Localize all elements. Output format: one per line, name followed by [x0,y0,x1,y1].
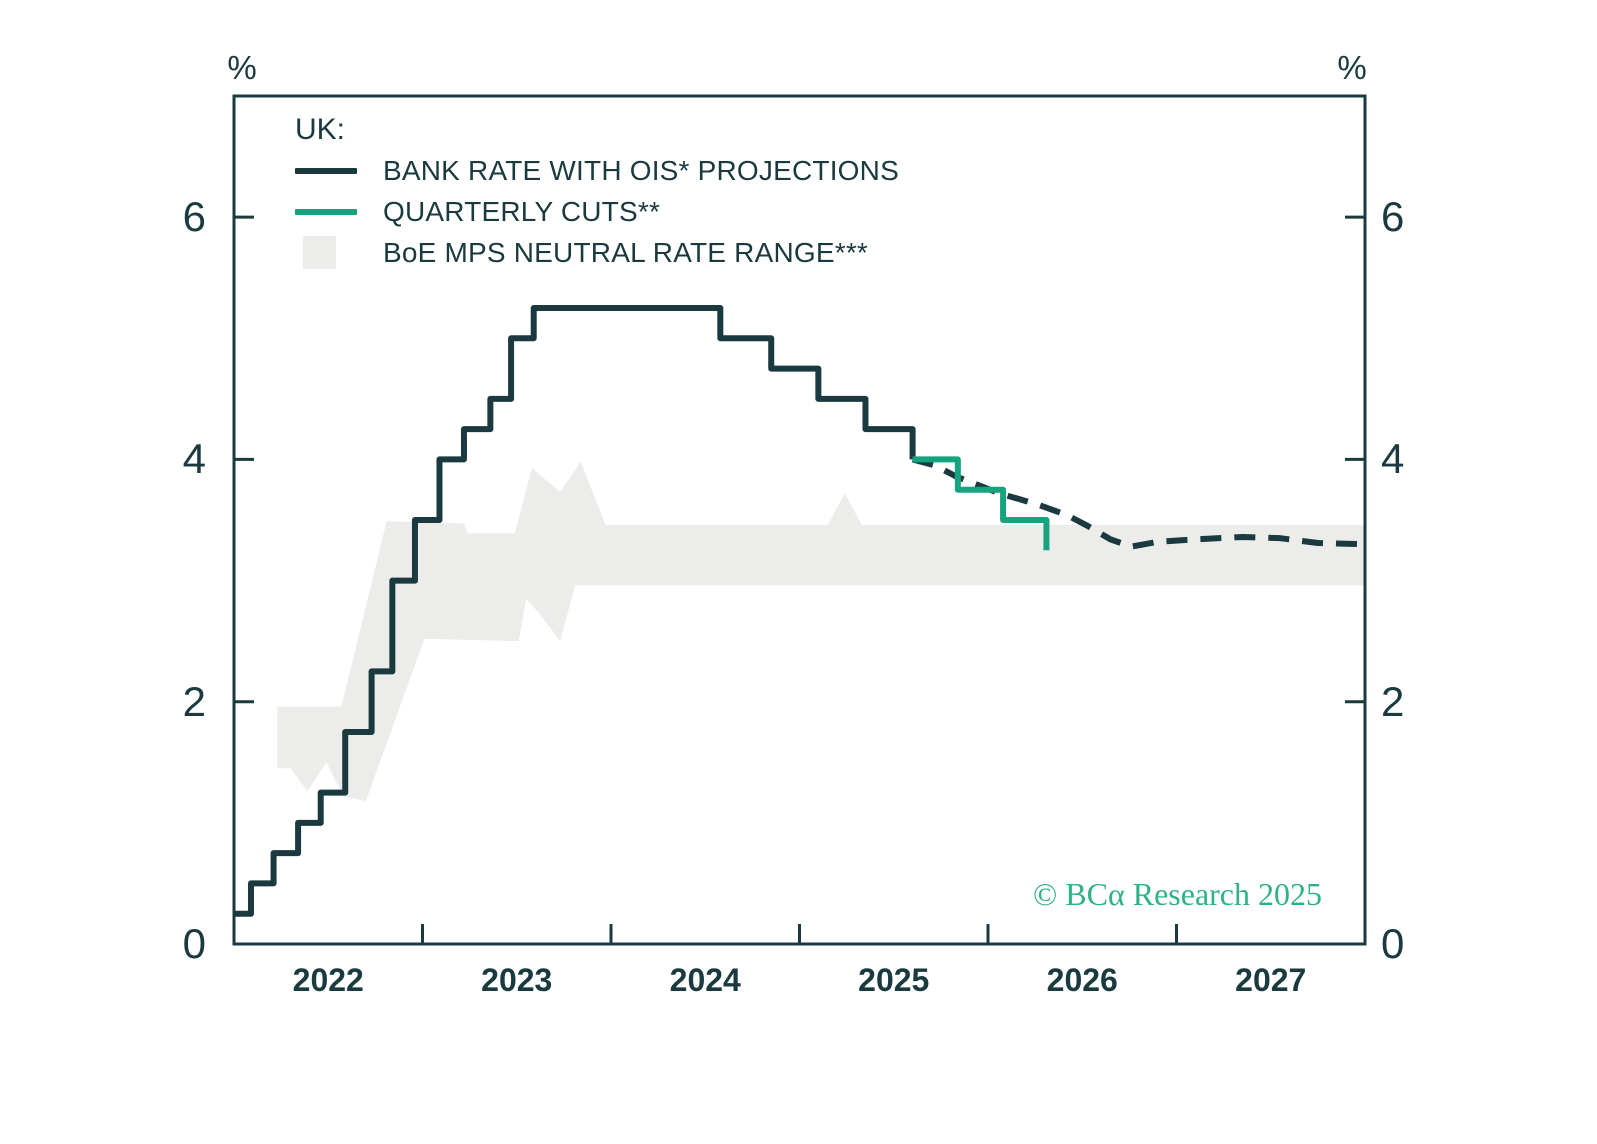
legend-title: UK: [295,113,346,146]
legend-item-label: QUARTERLY CUTS** [383,195,661,227]
brand-watermark: © BCα Research 2025 [1032,876,1322,912]
neutral-rate-band [277,461,1366,802]
legend-swatch-cell [295,236,383,269]
legend-line-swatch-icon [295,208,357,215]
y-tick-label: 0 [1381,920,1405,967]
y-tick-label: 6 [182,193,206,241]
y-axis-unit-left: % [227,49,257,86]
y-axis-labels-right: 0 2 4 6 [1381,0,1501,1144]
legend-item: BANK RATE WITH OIS* PROJECTIONS [295,150,899,191]
legend-swatch-cell [295,167,383,174]
legend-item: BoE MPS NEUTRAL RATE RANGE*** [295,232,899,273]
y-tick-label: 6 [1381,193,1405,241]
x-tick-label: 2022 [292,962,364,998]
y-tick-label: 2 [1381,677,1405,725]
legend-line-swatch-icon [295,167,357,174]
y-tick-label: 4 [1381,435,1405,483]
x-tick-label: 2023 [481,962,553,998]
y-axis-labels-left: 0 2 4 6 [0,0,206,1144]
x-tick-label: 2024 [669,962,741,998]
legend-box-swatch-icon [303,236,336,269]
x-tick-label: 2025 [858,962,930,998]
y-tick-label: 4 [182,435,206,483]
x-tick-label: 2026 [1046,962,1118,998]
legend-rows: BANK RATE WITH OIS* PROJECTIONS QUARTERLY… [295,150,899,273]
y-tick-label: 0 [182,920,206,967]
quarterly-cuts-line [912,456,1050,551]
x-tick-label: 2027 [1235,962,1307,998]
legend: UK: BANK RATE WITH OIS* PROJECTIONS QUART… [295,112,899,273]
legend-swatch-cell [295,208,383,215]
bank-rate-ois-line [234,305,916,917]
legend-item-label: BoE MPS NEUTRAL RATE RANGE*** [383,236,869,268]
ois-projection-line [911,456,1366,550]
legend-item: QUARTERLY CUTS** [295,191,899,232]
y-tick-label: 2 [182,677,206,725]
legend-item-label: BANK RATE WITH OIS* PROJECTIONS [383,154,899,186]
y-axis-unit-right: % [1337,49,1367,86]
